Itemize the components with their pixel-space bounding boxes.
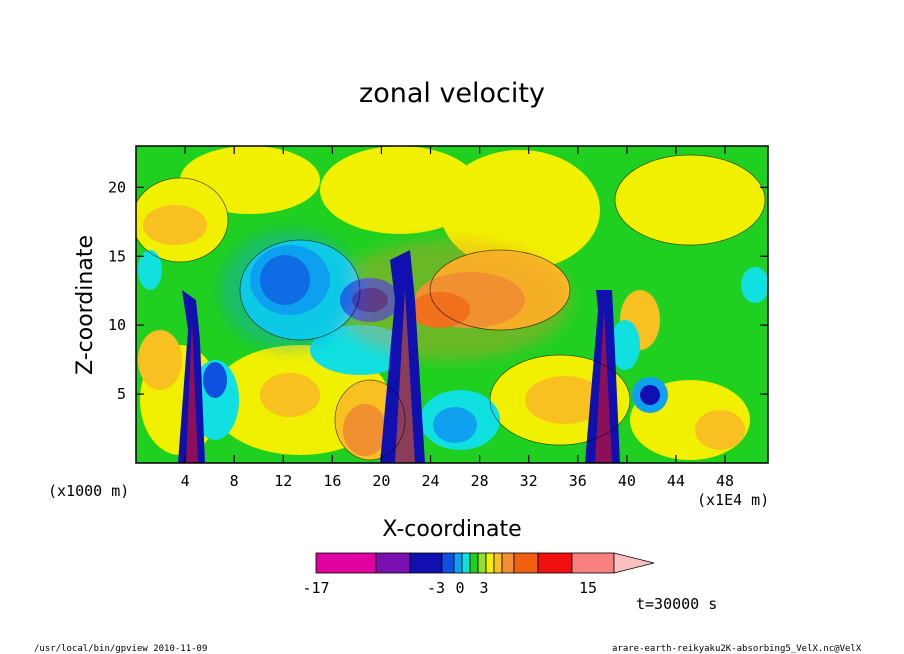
x-tick-label: 48 <box>716 472 734 490</box>
plot-area <box>136 146 768 463</box>
colorbar-segment <box>537 552 573 574</box>
colorbar-segment <box>493 552 503 574</box>
y-axis: 5 10 15 20 <box>108 178 768 403</box>
colorbar-segment <box>453 552 463 574</box>
plot-frame <box>135 145 769 464</box>
colorbar-arrow <box>613 552 655 574</box>
colorbar-tick-label: 3 <box>479 579 488 597</box>
colorbar-segment <box>485 552 495 574</box>
x-tick-label: 8 <box>230 472 239 490</box>
colorbar-tick-label: -3 <box>427 579 445 597</box>
plume-left-core <box>186 320 198 463</box>
colorbar-segment <box>477 552 487 574</box>
colorbar-ticks: -17 -3 0 3 15 <box>302 579 597 597</box>
chart-title: zonal velocity <box>359 78 545 109</box>
colorbar-segment <box>469 552 479 574</box>
x-tick-label: 16 <box>323 472 341 490</box>
x-tick-label: 12 <box>274 472 292 490</box>
colorbar-segment <box>409 552 443 574</box>
x-unit-left: (x1000 m) <box>48 482 129 500</box>
x-tick-label: 44 <box>667 472 685 490</box>
plume-middle-core <box>395 290 415 463</box>
colorbar-tick-label: 0 <box>455 579 464 597</box>
time-label: t=30000 s <box>636 595 717 613</box>
colorbar <box>315 552 655 574</box>
y-axis-label: Z-coordinate <box>73 235 98 375</box>
y-tick-label: 5 <box>117 385 126 403</box>
footer-left: /usr/local/bin/gpview 2010-11-09 <box>34 644 207 654</box>
plumes <box>178 250 620 463</box>
colorbar-segment <box>571 552 615 574</box>
colorbar-tick-label: -17 <box>302 579 329 597</box>
x-tick-label: 40 <box>618 472 636 490</box>
x-tick-label: 36 <box>569 472 587 490</box>
x-tick-label: 4 <box>181 472 190 490</box>
x-unit-right: (x1E4 m) <box>697 491 769 509</box>
plume-right-core <box>595 310 612 463</box>
colorbar-tick-label: 15 <box>579 579 597 597</box>
y-tick-label: 10 <box>108 316 126 334</box>
x-tick-label: 24 <box>421 472 439 490</box>
colorbar-segment <box>375 552 411 574</box>
y-tick-label: 15 <box>108 247 126 265</box>
x-axis-label: X-coordinate <box>382 517 521 542</box>
colorbar-segment <box>501 552 515 574</box>
footer-right: arare-earth-reikyaku2K-absorbing5_VelX.n… <box>612 644 862 654</box>
colorbar-segment <box>441 552 455 574</box>
x-tick-label: 32 <box>520 472 538 490</box>
x-tick-label: 20 <box>372 472 390 490</box>
y-tick-label: 20 <box>108 178 126 196</box>
x-axis: 4 8 12 16 20 24 28 32 36 40 44 48 <box>181 146 734 490</box>
colorbar-segment <box>461 552 471 574</box>
contour-lines <box>136 154 766 461</box>
x-tick-label: 28 <box>471 472 489 490</box>
colorbar-segment <box>513 552 539 574</box>
colorbar-segment <box>315 552 377 574</box>
